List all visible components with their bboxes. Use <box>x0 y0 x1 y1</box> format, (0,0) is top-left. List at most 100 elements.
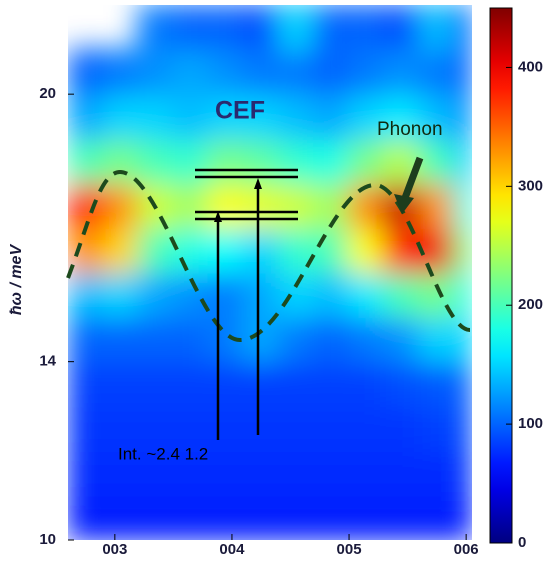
heat-cell <box>172 494 210 540</box>
colorbar <box>489 7 513 544</box>
heat-cell <box>453 360 472 408</box>
heat-cell <box>383 5 421 51</box>
heat-cell <box>277 271 315 319</box>
heat-cell <box>172 93 210 140</box>
heat-cell <box>277 182 315 229</box>
heat-cell <box>68 449 105 497</box>
heat-cell <box>102 137 140 185</box>
x-tick-label: 006 <box>454 541 479 558</box>
heat-cell <box>172 449 210 497</box>
heat-cell <box>312 405 351 452</box>
colorbar-tick-label: 200 <box>518 296 543 313</box>
heat-cell <box>242 405 280 452</box>
x-tick-label: 003 <box>102 541 127 558</box>
heat-cell <box>383 449 421 497</box>
heat-cell <box>207 449 245 497</box>
heat-cell <box>453 494 472 540</box>
heat-cell <box>348 405 386 452</box>
transition-arrowheads <box>214 178 262 222</box>
heat-cell <box>348 48 386 96</box>
heat-cell <box>172 182 210 229</box>
heat-cell <box>242 316 280 363</box>
heat-cell <box>418 93 456 140</box>
y-tick-label: 20 <box>39 85 56 102</box>
heat-cell <box>207 93 245 140</box>
energy-levels <box>195 168 298 440</box>
heat-cell <box>453 405 472 452</box>
heat-cell <box>102 494 140 540</box>
phonon-arrowhead <box>394 194 414 214</box>
heat-cell <box>242 226 280 274</box>
heat-cell <box>312 316 351 363</box>
heat-cell <box>418 449 456 497</box>
phonon-arrow <box>401 156 424 200</box>
heat-cell <box>277 405 315 452</box>
heat-cell <box>383 360 421 408</box>
heat-cell <box>242 360 280 408</box>
annotation: Int. ~2.4 1.2 <box>118 444 208 463</box>
heat-cell <box>68 494 105 540</box>
heat-cell <box>102 271 140 319</box>
heat-cell <box>137 360 175 408</box>
heat-cell <box>102 226 140 274</box>
y-axis-label: ħω / meV <box>8 244 25 316</box>
heat-cell <box>242 449 280 497</box>
heat-cell <box>137 405 175 452</box>
heat-cell <box>137 48 175 96</box>
heat-cell <box>68 137 105 185</box>
heat-cell <box>312 48 351 96</box>
heat-cell <box>453 271 472 319</box>
heat-cell <box>172 5 210 51</box>
heat-cell <box>172 405 210 452</box>
heat-cell <box>418 360 456 408</box>
heat-cell <box>312 271 351 319</box>
heat-cell <box>453 316 472 363</box>
heat-cell <box>68 316 105 363</box>
heat-cell <box>137 137 175 185</box>
heat-cell <box>102 405 140 452</box>
heat-cell <box>418 182 456 229</box>
heat-cell <box>418 405 456 452</box>
heat-cell <box>383 271 421 319</box>
heat-cell <box>172 271 210 319</box>
heat-cell <box>137 271 175 319</box>
heat-cell <box>418 494 456 540</box>
heat-cell <box>383 48 421 96</box>
heat-cell <box>277 93 315 140</box>
heat-cell <box>453 449 472 497</box>
heat-cell <box>312 5 351 51</box>
heat-cell <box>312 226 351 274</box>
heat-cell <box>137 494 175 540</box>
x-tick-label: 004 <box>219 541 245 558</box>
heat-cell <box>312 93 351 140</box>
heat-cell <box>348 449 386 497</box>
heat-cell <box>172 48 210 96</box>
heat-cell <box>453 182 472 229</box>
heat-cell <box>207 5 245 51</box>
heat-cell <box>312 360 351 408</box>
heat-cell <box>137 226 175 274</box>
heat-cell <box>172 226 210 274</box>
heat-cell <box>102 449 140 497</box>
heat-cell <box>172 316 210 363</box>
heat-cell <box>453 5 472 51</box>
heat-cell <box>102 316 140 363</box>
heat-cell <box>102 93 140 140</box>
heat-cell <box>68 271 105 319</box>
heat-cell <box>453 226 472 274</box>
heat-cell <box>383 226 421 274</box>
heat-cell <box>242 93 280 140</box>
x-tick-label: 005 <box>337 541 362 558</box>
y-tick-label: 10 <box>39 531 56 548</box>
annotation: CEF <box>215 97 265 125</box>
heat-cell <box>418 5 456 51</box>
heat-cell <box>312 137 351 185</box>
heat-cell <box>348 360 386 408</box>
heat-cell <box>242 5 280 51</box>
heat-cell <box>348 271 386 319</box>
heat-cell <box>277 48 315 96</box>
heat-cell <box>418 226 456 274</box>
heat-cell <box>137 93 175 140</box>
heat-cell <box>242 271 280 319</box>
